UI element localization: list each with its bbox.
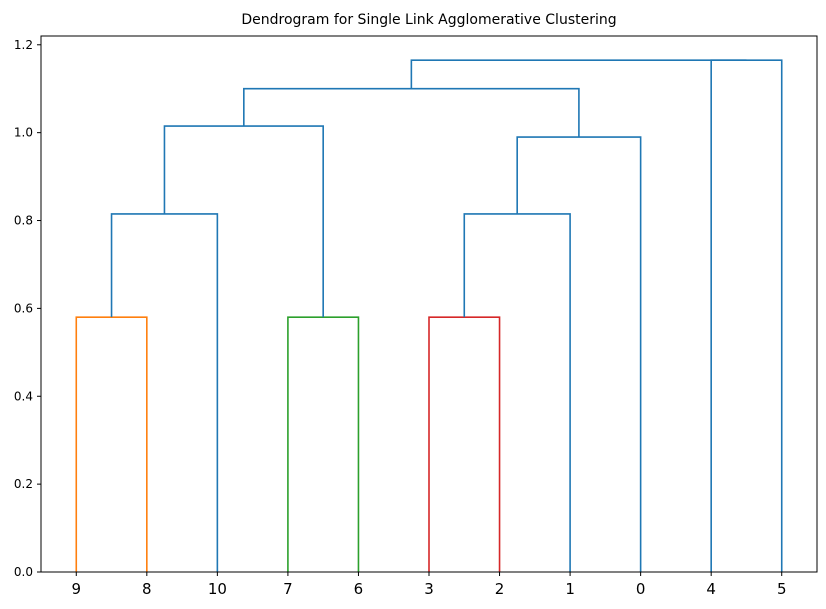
dendrogram-link (463, 213, 571, 572)
leaf-label-8: 8 (142, 580, 152, 598)
leaf-label-9: 9 (71, 580, 81, 598)
chart-title: Dendrogram for Single Link Agglomerative… (241, 12, 616, 28)
leaf-label-6: 6 (354, 580, 364, 598)
leaf-label-0: 0 (636, 580, 646, 598)
dendrogram-links (75, 59, 783, 572)
leaf-label-5: 5 (777, 580, 787, 598)
leaf-label-1: 1 (565, 580, 575, 598)
dendrogram-link (75, 316, 148, 572)
y-tick-label: 0.2 (14, 477, 33, 491)
y-tick-label: 0.8 (14, 214, 33, 228)
dendrogram-link (287, 316, 360, 572)
y-tick-label: 1.2 (14, 38, 33, 52)
dendrogram-link (428, 316, 501, 572)
dendrogram-link (163, 125, 324, 318)
leaf-label-7: 7 (283, 580, 293, 598)
leaf-label-10: 10 (208, 580, 227, 598)
y-axis: 0.0 0.2 0.4 0.6 0.8 1.0 1.2 (14, 38, 41, 579)
x-axis: 9 8 10 7 6 3 2 1 0 4 5 (71, 572, 787, 598)
y-tick-label: 0.4 (14, 389, 33, 403)
y-tick-label: 0.6 (14, 301, 33, 315)
dendrogram-link (710, 59, 783, 572)
dendrogram-link (110, 213, 219, 572)
y-tick-label: 0.0 (14, 565, 33, 579)
dendrogram-link (410, 59, 747, 89)
leaf-label-2: 2 (495, 580, 505, 598)
leaf-label-4: 4 (706, 580, 716, 598)
leaf-label-3: 3 (424, 580, 434, 598)
dendrogram-link (516, 136, 642, 572)
y-tick-label: 1.0 (14, 126, 33, 140)
dendrogram-link (243, 87, 580, 138)
